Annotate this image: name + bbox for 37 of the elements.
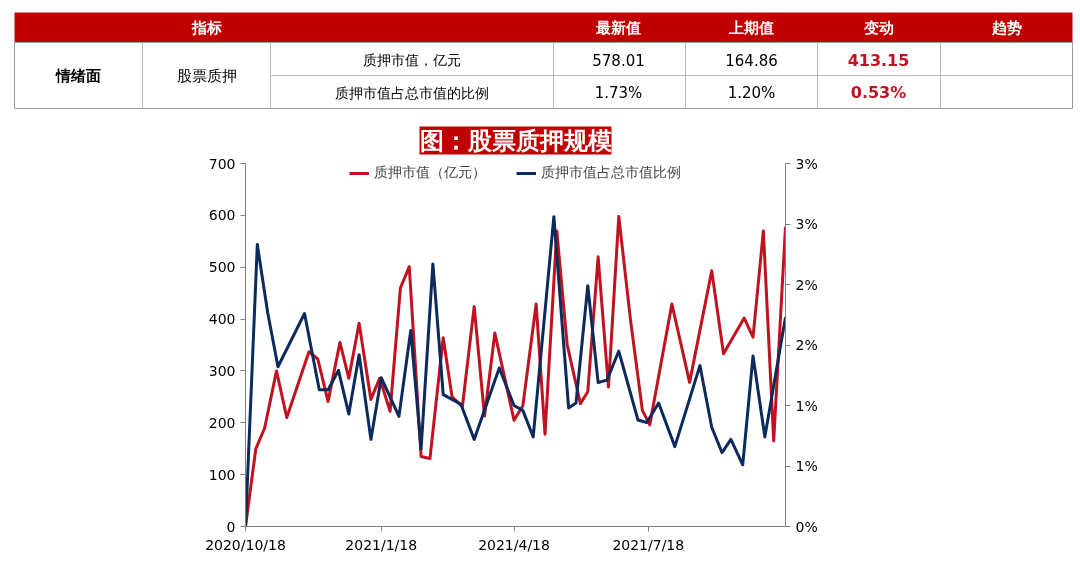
y-tick-label: 700 [208,155,236,172]
y-tick-label: 400 [208,311,236,328]
x-tick-label: 2021/4/18 [478,536,550,553]
x-tick-label: 2020/10/18 [205,536,286,553]
legend-label: 质押市值（亿元） [374,164,486,182]
text: 413.15 [847,50,910,70]
text: 指标 [190,18,222,37]
y-tick-label: 300 [208,362,236,379]
y2-tick-label: 3% [795,216,818,232]
y2-tick-label: 2% [795,276,818,293]
text: 1.20% [727,83,776,102]
text: 情绪面 [55,66,101,85]
y-tick-label: 500 [208,259,236,276]
y2-tick-label: 2% [795,337,818,353]
y-tick-label: 0 [226,518,236,535]
text: 股票质押 [176,66,237,85]
text: 趋势 [990,18,1022,37]
text: 质押市值，亿元 [362,51,461,68]
text: 578.01 [592,51,645,70]
x-tick-label: 2021/1/18 [345,536,418,553]
text: 上期值 [728,18,774,37]
text: 变动 [862,18,894,37]
y2-tick-label: 1% [795,397,818,414]
y-tick-label: 200 [208,414,236,431]
y2-tick-label: 0% [795,518,818,535]
x-tick-label: 2021/7/18 [612,536,685,553]
y-tick-label: 100 [208,466,236,483]
text: 最新值 [595,18,641,37]
chart-title: 图：股票质押规模 [419,126,612,155]
text: 0.53% [850,83,907,102]
y2-tick-label: 1% [795,458,818,474]
text: 164.86 [725,51,778,70]
legend-label: 质押市值占总市值比例 [541,164,681,182]
y-tick-label: 600 [208,207,236,224]
text: 1.73% [594,83,643,102]
text: 质押市值占总市值的比例 [334,84,489,101]
y2-tick-label: 3% [795,155,818,172]
